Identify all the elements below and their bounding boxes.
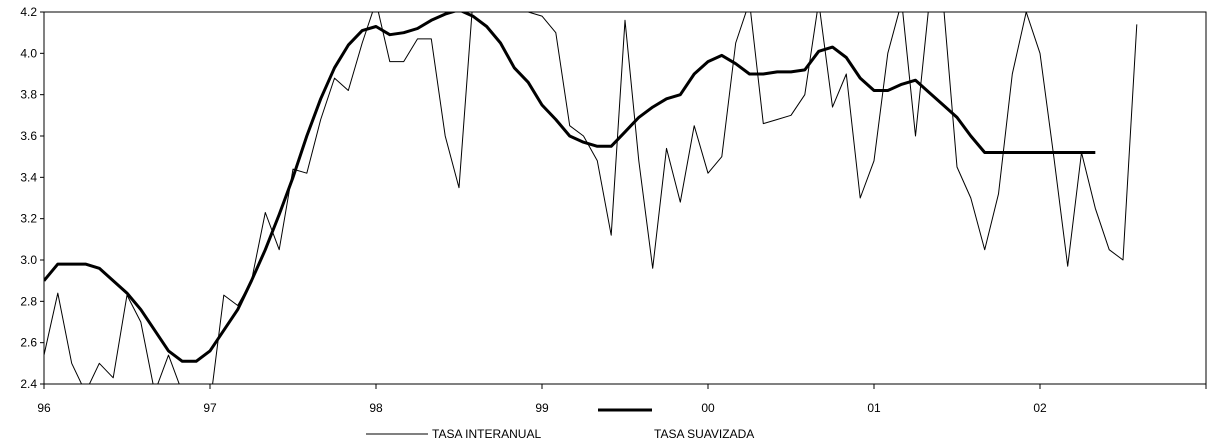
y-tick-label: 3.2 (20, 212, 37, 226)
plot-frame (43, 11, 1207, 385)
x-tick-label: 97 (203, 401, 217, 415)
series-layer (44, 12, 1138, 384)
x-tick-label: 01 (867, 401, 881, 415)
plot-area (43, 11, 1207, 385)
y-tick-label: 3.8 (20, 88, 37, 102)
y-tick-label: 3.4 (20, 170, 37, 184)
x-tick-label: 00 (701, 401, 715, 415)
legend-label-tasa-interanual: TASA INTERANUAL (432, 427, 541, 441)
legend: TASA INTERANUAL TASA SUAVIZADA (366, 408, 754, 441)
y-tick-label: 2.6 (20, 336, 37, 350)
axes: 2.4 2.6 2.8 3.0 3.2 3.4 3.6 3.8 4.0 4.2 96 97 98 99 00… (20, 5, 1207, 415)
x-tick-label: 02 (1033, 401, 1047, 415)
x-tick-label: 99 (535, 401, 549, 415)
x-tick-label: 98 (369, 401, 383, 415)
y-tick-label: 2.4 (20, 377, 37, 391)
x-tick-label: 96 (37, 401, 51, 415)
y-tick-label: 3.0 (20, 253, 37, 267)
y-tick-label: 2.8 (20, 294, 37, 308)
series-line-tasa-interanual (44, 12, 1138, 384)
y-tick-label: 3.6 (20, 129, 37, 143)
legend-label-tasa-suavizada: TASA SUAVIZADA (654, 427, 754, 441)
y-tick-label: 4.2 (20, 5, 37, 19)
series-line-tasa-suavizada (44, 12, 1096, 363)
y-tick-label: 4.0 (20, 46, 37, 60)
